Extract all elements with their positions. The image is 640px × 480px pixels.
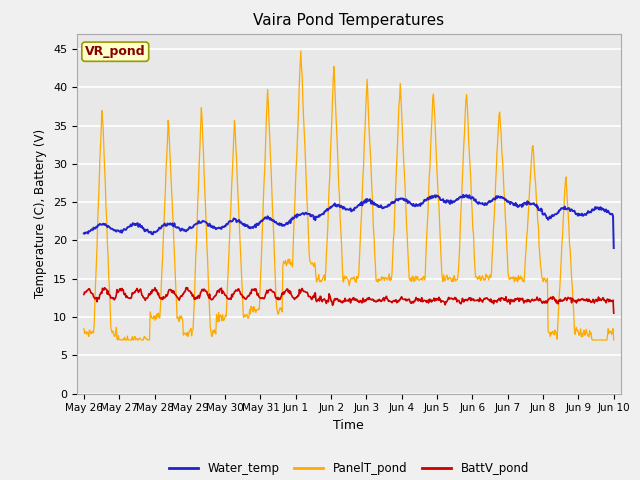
Legend: Water_temp, PanelT_pond, BattV_pond: Water_temp, PanelT_pond, BattV_pond <box>164 457 534 480</box>
X-axis label: Time: Time <box>333 419 364 432</box>
Title: Vaira Pond Temperatures: Vaira Pond Temperatures <box>253 13 444 28</box>
Text: VR_pond: VR_pond <box>85 45 145 58</box>
Y-axis label: Temperature (C), Battery (V): Temperature (C), Battery (V) <box>35 129 47 298</box>
